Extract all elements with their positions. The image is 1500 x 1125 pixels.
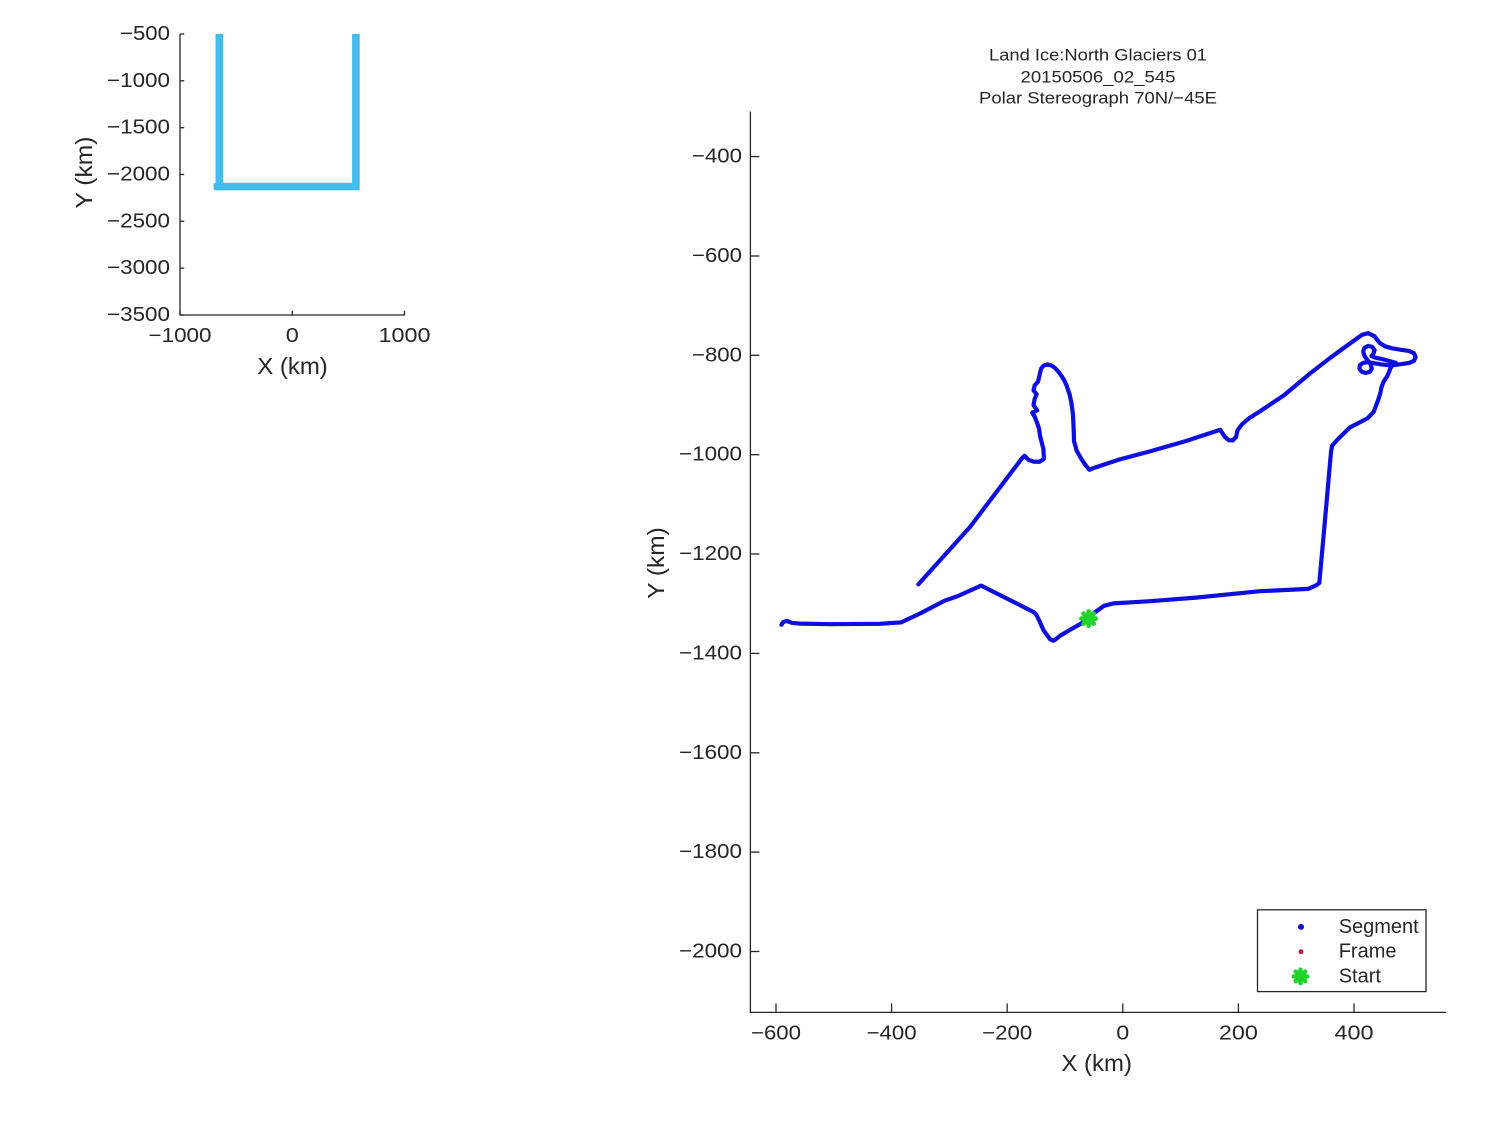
svg-text:400: 400 xyxy=(1335,1023,1374,1045)
svg-text:−400: −400 xyxy=(867,1023,917,1045)
svg-text:1000: 1000 xyxy=(379,325,431,347)
svg-text:Frame: Frame xyxy=(1339,941,1397,963)
svg-text:−600: −600 xyxy=(751,1023,801,1045)
svg-text:−3000: −3000 xyxy=(107,257,170,279)
svg-text:Y (km): Y (km) xyxy=(71,137,97,209)
svg-text:20150506_02_545: 20150506_02_545 xyxy=(1021,68,1176,87)
svg-text:−200: −200 xyxy=(982,1023,1032,1045)
svg-text:−800: −800 xyxy=(692,344,742,366)
svg-text:0: 0 xyxy=(286,325,299,347)
svg-text:X (km): X (km) xyxy=(1061,1050,1132,1076)
svg-text:−1000: −1000 xyxy=(149,325,212,347)
svg-text:−400: −400 xyxy=(692,146,742,168)
svg-text:Land Ice:North Glaciers 01: Land Ice:North Glaciers 01 xyxy=(989,46,1207,65)
svg-text:−2000: −2000 xyxy=(107,164,170,186)
svg-text:−600: −600 xyxy=(692,245,742,267)
svg-text:−500: −500 xyxy=(120,23,170,45)
svg-text:−1400: −1400 xyxy=(679,642,742,664)
svg-text:−3500: −3500 xyxy=(107,304,170,326)
svg-text:−2500: −2500 xyxy=(107,210,170,232)
svg-text:Y (km): Y (km) xyxy=(643,527,669,599)
svg-text:−1600: −1600 xyxy=(679,742,742,764)
svg-text:−2000: −2000 xyxy=(679,941,742,963)
svg-text:X (km): X (km) xyxy=(257,353,328,379)
svg-text:Segment: Segment xyxy=(1339,916,1419,938)
svg-text:−1800: −1800 xyxy=(679,841,742,863)
svg-text:Start: Start xyxy=(1339,965,1382,987)
svg-text:0: 0 xyxy=(1116,1023,1129,1045)
svg-text:−1000: −1000 xyxy=(107,70,170,92)
svg-text:−1200: −1200 xyxy=(679,543,742,565)
svg-text:Polar Stereograph 70N/−45E: Polar Stereograph 70N/−45E xyxy=(979,89,1217,108)
svg-text:−1500: −1500 xyxy=(107,117,170,139)
svg-text:−1000: −1000 xyxy=(679,444,742,466)
svg-text:200: 200 xyxy=(1219,1023,1258,1045)
